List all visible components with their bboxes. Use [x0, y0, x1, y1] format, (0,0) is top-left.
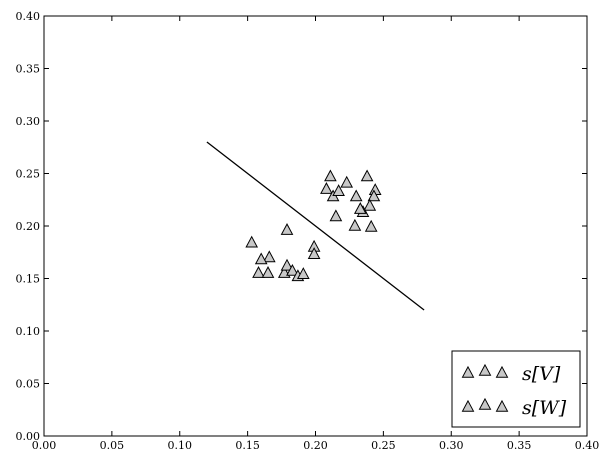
series-1-point-5 [252, 266, 265, 278]
y-tick-label: 0.30 [16, 115, 41, 128]
y-tick-label: 0.40 [16, 10, 41, 23]
legend-marker-2-1 [461, 399, 475, 412]
legend-marker-2-3 [495, 399, 509, 412]
series-2-point-5 [340, 175, 354, 188]
y-tick-label: 0.35 [16, 63, 41, 76]
series-1-point-11 [296, 267, 310, 279]
y-tick-label: 0.10 [16, 325, 41, 338]
x-tick-label: 0.10 [168, 439, 193, 452]
trend-line-1 [206, 141, 425, 311]
x-tick-label: 0.00 [32, 439, 57, 452]
y-tick-label: 0.20 [16, 220, 41, 233]
series-2-point-9 [367, 189, 381, 202]
x-tick-label: 0.40 [575, 439, 600, 452]
legend-label-1: s[V] [522, 363, 561, 385]
x-tick-label: 0.05 [100, 439, 125, 452]
series-2-point-15 [364, 219, 378, 232]
legend: s[V] s[W] [451, 350, 581, 428]
series-1-point-13 [307, 247, 321, 259]
legend-box [451, 350, 581, 428]
plot-layer [206, 141, 425, 311]
series-2-point-12 [353, 202, 367, 214]
series-2-point-7 [360, 169, 374, 182]
x-tick-label: 0.30 [439, 439, 464, 452]
series-2-point-1 [324, 169, 337, 182]
series-1-point-8 [280, 258, 294, 271]
x-tick-label: 0.25 [371, 439, 396, 452]
series-2-point-14 [348, 218, 362, 231]
y-tick-label: 0.05 [16, 378, 41, 391]
series-1-point-6 [261, 266, 275, 278]
series-2-point-10 [363, 198, 377, 211]
legend-marker-1-2 [478, 363, 492, 376]
series-1-point-3 [262, 250, 276, 263]
legend-label-2: s[W] [522, 397, 567, 419]
x-tick-label: 0.15 [235, 439, 260, 452]
series-1-point-2 [280, 223, 294, 235]
legend-marker-1-1 [461, 365, 475, 378]
series-2-point-4 [332, 184, 345, 196]
series-1-point-1 [245, 235, 259, 248]
series-2-point-13 [329, 209, 343, 222]
y-tick-label: 0.25 [16, 168, 41, 181]
series-2-point-2 [320, 182, 333, 194]
legend-marker-1-3 [495, 365, 509, 378]
legend-marker-2-2 [478, 397, 492, 410]
x-tick-label: 0.20 [303, 439, 328, 452]
y-tick-label: 0.15 [16, 273, 41, 286]
series-1-point-4 [254, 252, 268, 265]
y-tick-label: 0.00 [16, 430, 41, 443]
x-tick-label: 0.35 [507, 439, 532, 452]
series-1-point-9 [286, 263, 299, 276]
axis-layer: 0.00 0.05 0.10 0.15 0.20 0.25 0.30 0.35 0.40 0.00… [16, 10, 600, 452]
series-2-point-6 [349, 189, 363, 202]
